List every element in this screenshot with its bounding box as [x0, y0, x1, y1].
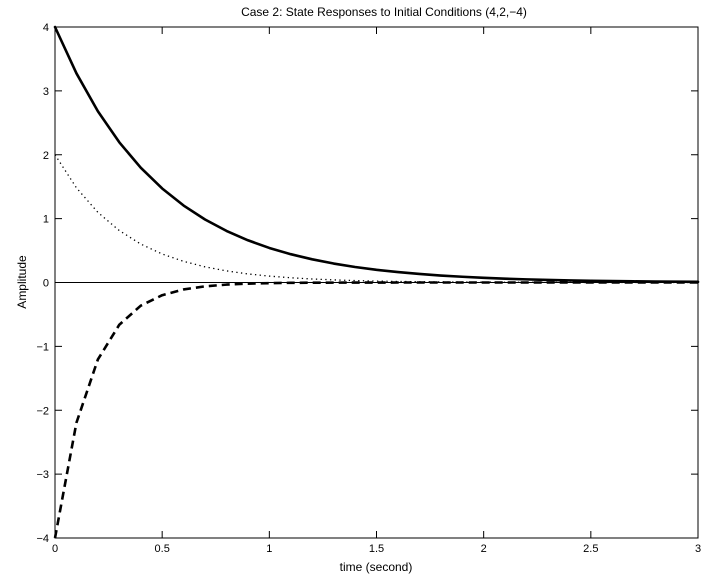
y-tick-label: −2 — [36, 405, 49, 417]
x-tick-label: 1.5 — [369, 543, 384, 555]
x-axis-title: time (second) — [340, 560, 413, 574]
chart-title: Case 2: State Responses to Initial Condi… — [241, 5, 527, 19]
y-tick-label: −3 — [36, 469, 49, 481]
series-line-dashed — [53, 281, 698, 539]
y-tick-label: 3 — [43, 86, 49, 98]
y-tick-label: 1 — [43, 214, 49, 226]
x-tick-label: 2.5 — [583, 543, 598, 555]
y-tick-label: −4 — [36, 533, 49, 545]
x-tick-label: 0.5 — [155, 543, 170, 555]
series-layer — [53, 25, 700, 539]
y-axis-title: Amplitude — [15, 255, 29, 309]
x-tick-label: 0 — [52, 543, 58, 555]
y-tick-label: 2 — [43, 150, 49, 162]
y-tick-label: 0 — [43, 278, 49, 290]
y-tick-label: −1 — [36, 341, 49, 353]
series-line-solid — [53, 25, 700, 284]
x-tick-label: 1 — [266, 543, 272, 555]
x-tick-label: 2 — [481, 543, 487, 555]
y-tick-label: 4 — [43, 22, 49, 34]
x-tick-label: 3 — [695, 543, 701, 555]
axis-ticks: 0 0.5 1 1.5 2 2.5 3 −4 −3 −2 −1 0 1 2 3 4 — [36, 22, 701, 555]
